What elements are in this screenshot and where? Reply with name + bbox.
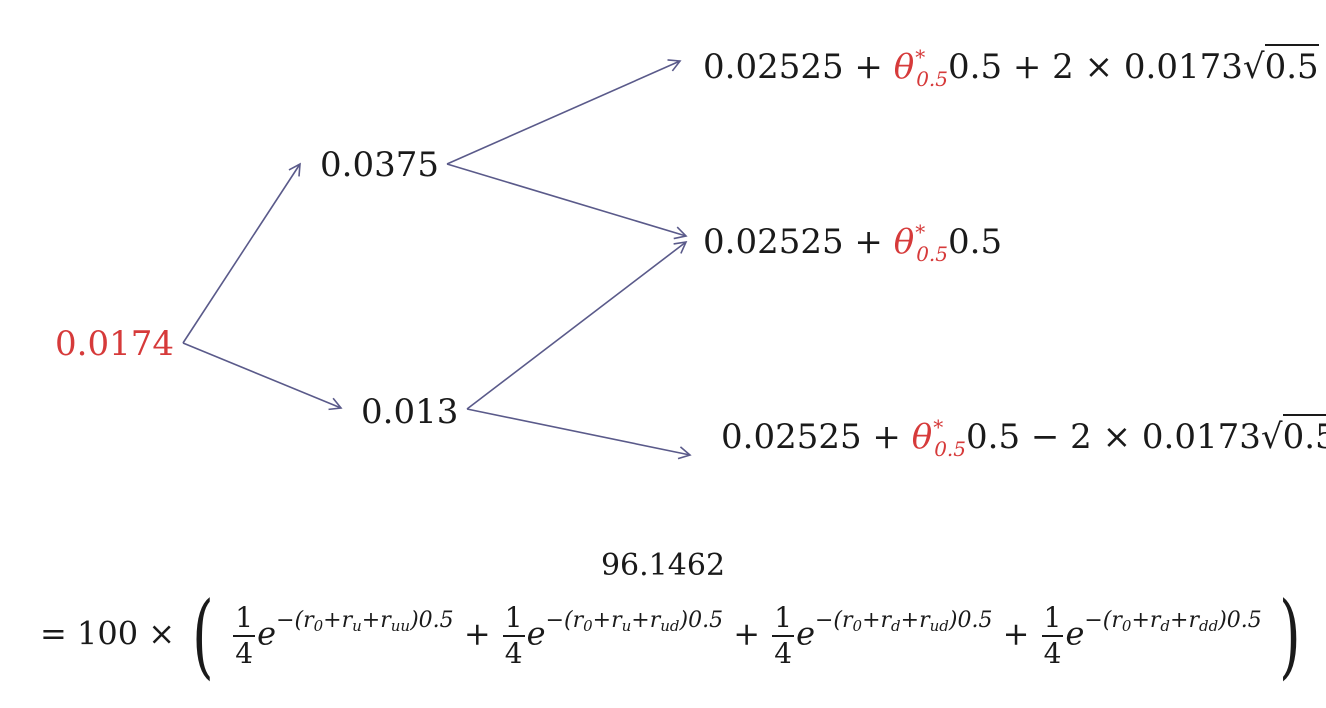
theta-ud: θ*0.5 (893, 220, 948, 266)
exponent-term-3: −(r0+rd+rud)0.5 (815, 607, 993, 635)
rate-up: 0.0375 (320, 145, 439, 185)
price-equation: = 100 × ( 1 4 e−(r0+ru+ruu)0.5 + 1 4 e−(r0+r… (40, 582, 1301, 689)
arrow-up-ud (446, 163, 688, 240)
equation-lead: = 100 × (40, 614, 176, 653)
sqrt-dd: √0.5 (1261, 414, 1326, 457)
arrow-root-down (182, 342, 343, 411)
theta-uu: θ*0.5 (893, 45, 948, 91)
theta-dd: θ*0.5 (911, 415, 966, 461)
right-paren: ) (1279, 582, 1301, 689)
rate-ud-rest: 0.5 (948, 222, 1003, 262)
rate-ud: 0.02525 + θ*0.50.5 (703, 220, 1003, 266)
rate-uu: 0.02525 + θ*0.50.5 + 2 × 0.0173√0.5 (703, 44, 1319, 91)
left-paren: ( (192, 582, 214, 689)
rate-ud-constant: 0.02525 + (703, 222, 894, 262)
exponent-term-1: −(r0+ru+ruu)0.5 (276, 607, 454, 635)
rate-dd-constant: 0.02525 + (721, 417, 912, 457)
exponent-term-2: −(r0+ru+rud)0.5 (545, 607, 724, 635)
rate-uu-constant: 0.02525 + (703, 47, 894, 87)
rate-down: 0.013 (361, 392, 459, 432)
rate-dd: 0.02525 + θ*0.50.5 − 2 × 0.0173√0.5 (721, 414, 1326, 461)
arrow-up-uu (446, 59, 682, 165)
arrow-down-dd (466, 408, 692, 460)
exponent-term-4: −(r0+rd+rdd)0.5 (1084, 607, 1262, 635)
root-rate: 0.0174 (55, 324, 174, 364)
arrow-root-up (182, 162, 301, 344)
sqrt-uu: √0.5 (1243, 44, 1319, 87)
arrow-down-ud (466, 240, 688, 410)
rate-dd-rest: 0.5 − 2 × 0.0173 (966, 417, 1261, 457)
bond-price: 96.1462 (600, 548, 726, 583)
rate-uu-rest: 0.5 + 2 × 0.0173 (948, 47, 1243, 87)
